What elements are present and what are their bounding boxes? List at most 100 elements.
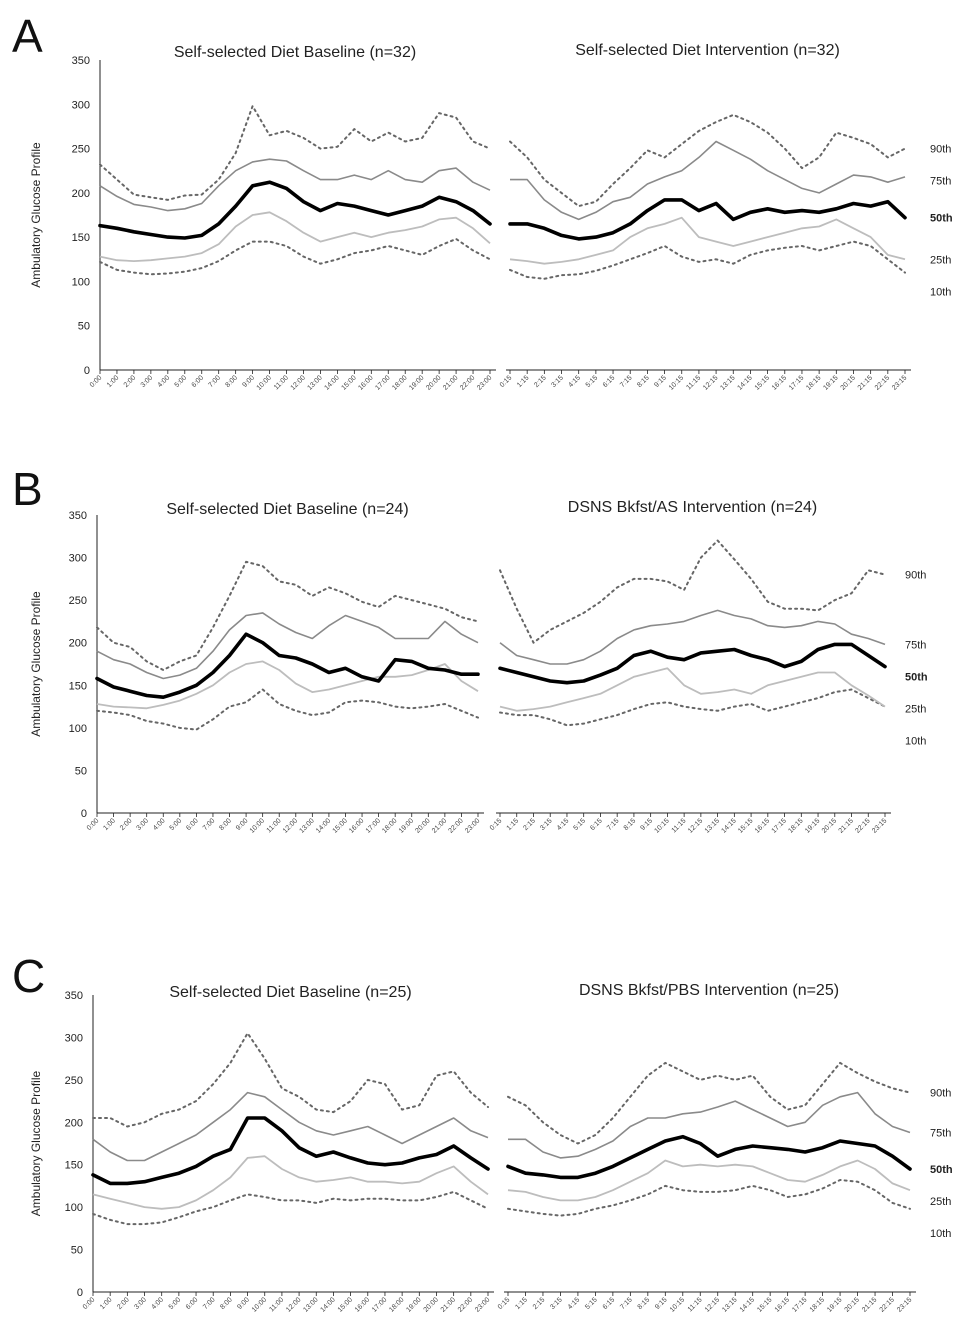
y-tick-label: 150	[72, 232, 90, 244]
x-tick-label: 22:00	[457, 1296, 474, 1313]
baseline-chart: Self-selected Diet Baseline (n=25) 0:00 1:…	[82, 984, 494, 1314]
x-tick-label: 20:15	[840, 374, 857, 391]
x-tick-label: 12:00	[282, 817, 299, 834]
x-tick-label: 22:15	[854, 817, 871, 834]
x-tick-label: 2:00	[123, 374, 138, 389]
x-tick-label: 19:15	[826, 1296, 843, 1313]
x-tick-label: 16:00	[354, 1296, 371, 1313]
x-tick-label: 9:00	[236, 1296, 251, 1311]
x-tick-label: 18:15	[809, 1296, 826, 1313]
series-line-75th	[510, 140, 906, 221]
series-line-10th	[499, 688, 886, 727]
x-tick-label: 10:00	[256, 374, 273, 391]
x-tick-label: 14:00	[323, 374, 340, 391]
x-tick-label: 12:15	[704, 1296, 721, 1313]
x-tick-label: 14:15	[737, 374, 754, 391]
x-tick-label: 17:15	[771, 817, 788, 834]
x-tick-label: 11:15	[685, 374, 702, 391]
y-tick-label: 0	[84, 365, 90, 377]
x-tick-label: 6:15	[602, 374, 617, 389]
percentile-label-90th: 90th	[930, 1088, 951, 1100]
percentile-label-25th: 25th	[905, 703, 926, 715]
x-tick-label: 17:00	[371, 1296, 388, 1313]
x-tick-label: 23:15	[896, 1296, 913, 1313]
x-tick-label: 0:00	[89, 374, 104, 389]
x-tick-label: 23:00	[474, 1296, 491, 1313]
x-tick-label: 11:00	[273, 374, 290, 391]
series-line-25th	[99, 211, 491, 263]
y-tick-label: 350	[65, 990, 83, 1002]
x-tick-label: 4:15	[568, 374, 583, 389]
series-line-50th	[508, 198, 907, 241]
series-line-25th	[507, 1159, 911, 1202]
chart-title: DSNS Bkfst/AS Intervention (n=24)	[568, 499, 817, 516]
x-tick-label: 0:15	[497, 1296, 512, 1311]
x-tick-label: 22:15	[879, 1296, 896, 1313]
x-tick-label: 1:00	[99, 1296, 114, 1311]
series-line-50th	[95, 632, 480, 700]
x-tick-label: 5:15	[585, 374, 600, 389]
x-tick-label: 21:15	[857, 374, 874, 391]
x-tick-label: 3:00	[136, 817, 151, 832]
y-tick-label: 200	[65, 1117, 83, 1129]
x-tick-label: 15:00	[332, 817, 349, 834]
percentile-label-75th: 75th	[930, 176, 951, 188]
x-tick-label: 19:00	[408, 374, 425, 391]
x-tick-label: 22:00	[448, 817, 465, 834]
y-axis-label: Ambulatory Glucose Profile	[29, 142, 43, 288]
x-tick-label: 4:00	[152, 817, 167, 832]
x-tick-label: 20:15	[844, 1296, 861, 1313]
x-tick-label: 15:15	[737, 817, 754, 834]
chart-title: Self-selected Diet Baseline (n=25)	[169, 984, 411, 1001]
x-tick-label: 21:15	[861, 1296, 878, 1313]
x-tick-label: 12:00	[290, 374, 307, 391]
x-tick-label: 16:15	[754, 817, 771, 834]
x-tick-label: 6:00	[185, 817, 200, 832]
panel-letter: B	[12, 463, 43, 515]
x-tick-label: 6:15	[602, 1296, 617, 1311]
y-tick-label: 200	[69, 638, 87, 650]
series-line-25th	[509, 216, 906, 265]
percentile-label-90th: 90th	[905, 570, 926, 582]
baseline-chart: Self-selected Diet Baseline (n=24) 0:00 1:…	[86, 501, 484, 835]
y-tick-label: 250	[69, 595, 87, 607]
x-tick-label: 8:00	[224, 374, 239, 389]
x-tick-label: 12:15	[702, 374, 719, 391]
x-tick-label: 9:15	[654, 1296, 669, 1311]
x-tick-label: 12:15	[687, 817, 704, 834]
x-tick-label: 11:15	[671, 817, 688, 834]
x-tick-label: 9:15	[639, 817, 654, 832]
x-tick-label: 0:15	[489, 817, 504, 832]
x-tick-label: 13:15	[704, 817, 721, 834]
x-tick-label: 6:00	[185, 1296, 200, 1311]
y-tick-label: 300	[69, 553, 87, 565]
x-tick-label: 5:00	[168, 1296, 183, 1311]
x-tick-label: 14:00	[315, 817, 332, 834]
series-line-90th	[99, 105, 491, 201]
intervention-chart: Self-selected Diet Intervention (n=32) 0:…	[499, 42, 911, 392]
x-tick-label: 11:15	[687, 1296, 704, 1313]
x-tick-label: 13:15	[721, 1296, 738, 1313]
x-tick-label: 16:15	[771, 374, 788, 391]
y-tick-label: 100	[65, 1202, 83, 1214]
x-tick-label: 7:15	[619, 374, 634, 389]
x-tick-label: 1:00	[106, 374, 121, 389]
series-line-90th	[96, 560, 479, 671]
percentile-label-10th: 10th	[930, 1228, 951, 1240]
y-tick-label: 50	[78, 321, 90, 333]
x-tick-label: 2:15	[533, 374, 548, 389]
x-tick-label: 8:15	[637, 1296, 652, 1311]
y-tick-label: 150	[65, 1160, 83, 1172]
y-axis-label: Ambulatory Glucose Profile	[29, 1070, 43, 1216]
x-tick-label: 3:00	[133, 1296, 148, 1311]
x-tick-label: 7:00	[202, 817, 217, 832]
baseline-chart: Self-selected Diet Baseline (n=32) 0:00 1:…	[89, 44, 496, 392]
x-tick-label: 18:00	[381, 817, 398, 834]
series-line-90th	[509, 113, 906, 208]
series-line-75th	[99, 158, 491, 212]
y-tick-label: 350	[69, 510, 87, 522]
chart-title: DSNS Bkfst/PBS Intervention (n=25)	[579, 982, 839, 999]
series-line-50th	[498, 642, 887, 685]
x-tick-label: 14:15	[720, 817, 737, 834]
